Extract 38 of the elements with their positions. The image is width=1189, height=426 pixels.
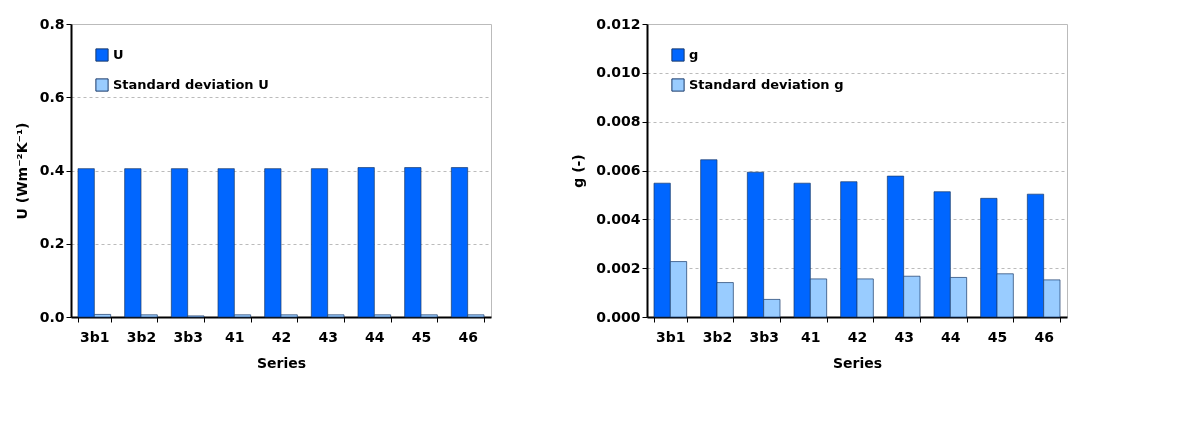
- y-axis-title: U (Wm⁻²K⁻¹): [13, 122, 30, 220]
- x-tick-label: 44: [365, 328, 385, 345]
- x-tick-label: 41: [225, 328, 245, 345]
- y-tick-label: 0.012: [596, 15, 641, 32]
- y-axis-title: g (-): [570, 154, 587, 188]
- x-axis-title: Series: [256, 354, 307, 371]
- y-tick-label: 0.008: [596, 113, 641, 130]
- x-tick-label: 3b1: [80, 328, 110, 345]
- y-tick-label: 0.6: [39, 88, 65, 105]
- x-tick-label: 3b2: [702, 328, 733, 345]
- y-tick-label: 0.2: [39, 235, 65, 252]
- x-tick-label: 42: [271, 328, 292, 345]
- y-tick-label: 0.000: [596, 308, 641, 325]
- x-tick-label: 42: [847, 328, 868, 345]
- legend-label: g: [689, 47, 699, 62]
- x-tick-label: 3b3: [749, 328, 779, 345]
- x-tick-label: 3b2: [126, 328, 157, 345]
- x-axis-title: Series: [832, 354, 883, 371]
- x-tick-label: 46: [458, 328, 478, 345]
- y-tick-label: 0.006: [596, 162, 641, 178]
- y-tick-label: 0.0: [39, 308, 65, 325]
- x-tick-label: 3b1: [656, 328, 686, 345]
- x-tick-label: 45: [987, 328, 1008, 345]
- y-tick-label: 0.002: [596, 259, 641, 276]
- x-tick-label: 45: [411, 328, 432, 345]
- x-tick-label: 41: [801, 328, 821, 345]
- x-tick-label: 46: [1034, 328, 1054, 345]
- x-tick-label: 43: [894, 328, 914, 345]
- x-tick-label: 43: [318, 328, 338, 345]
- y-tick-label: 0.8: [39, 15, 65, 32]
- y-tick-label: 0.004: [596, 210, 641, 227]
- legend-label: Standard deviation g: [689, 77, 844, 92]
- y-tick-label: 0.4: [39, 162, 65, 178]
- x-tick-label: 3b3: [173, 328, 203, 345]
- legend-label: Standard deviation U: [113, 77, 269, 92]
- legend-label: U: [113, 47, 124, 62]
- y-tick-label: 0.010: [596, 64, 641, 81]
- x-tick-label: 44: [941, 328, 961, 345]
